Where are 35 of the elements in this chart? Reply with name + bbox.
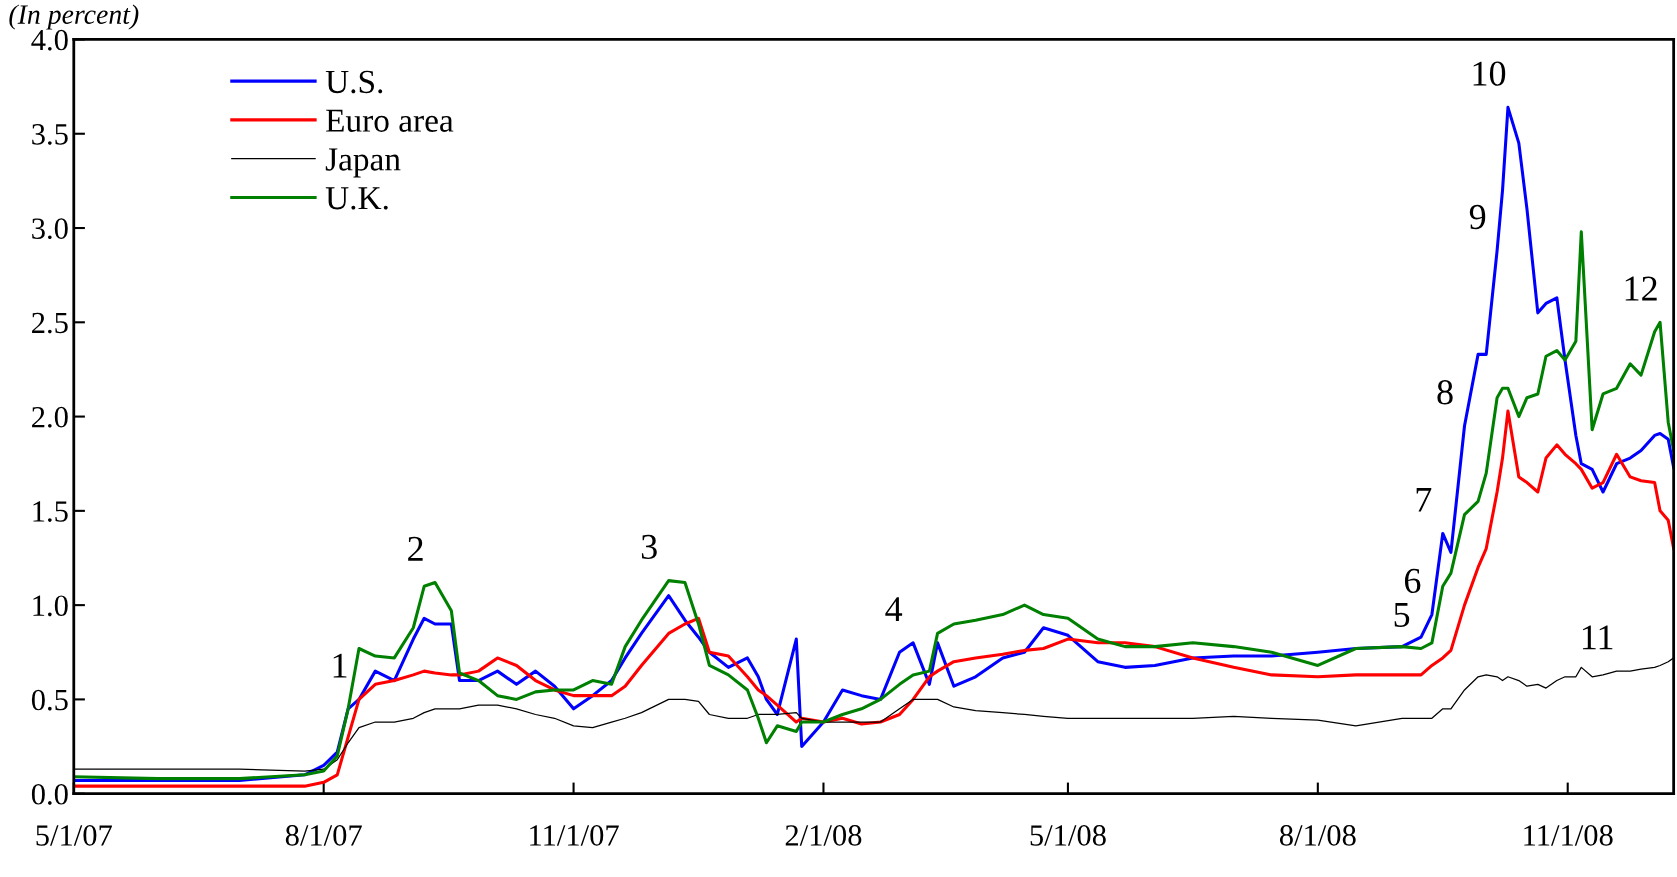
y-tick-label: 3.0 xyxy=(32,218,68,240)
annotation: 2 xyxy=(408,536,423,561)
line-series xyxy=(73,230,1674,781)
x-tick-label: 11/1/08 xyxy=(1524,825,1613,846)
y-tick-label: 1.5 xyxy=(33,501,68,522)
x-tick-label: 8/1/08 xyxy=(1279,825,1356,846)
legend-label: Japan xyxy=(325,148,401,178)
x-tick-label: 11/1/07 xyxy=(530,825,619,846)
y-tick-label: 2.0 xyxy=(32,406,68,428)
x-tick-label: 2/1/08 xyxy=(785,825,862,846)
annotation: 7 xyxy=(1416,487,1432,512)
annotation: 6 xyxy=(1404,568,1421,594)
annotation: 4 xyxy=(885,597,903,621)
annotation: 8 xyxy=(1437,380,1453,405)
y-tick-label: 2.5 xyxy=(32,312,68,334)
legend-label: Euro area xyxy=(326,109,454,132)
annotation: 10 xyxy=(1473,61,1506,86)
line-series xyxy=(73,409,1674,788)
annotation: 5 xyxy=(1394,602,1410,627)
y-tick-label: 0.0 xyxy=(31,783,68,805)
annotation: 11 xyxy=(1582,625,1613,650)
x-tick-label: 8/1/07 xyxy=(285,825,362,846)
legend-label: U.S. xyxy=(325,70,383,94)
y-axis-title: (In percent) xyxy=(9,4,139,30)
legend-label: U.K. xyxy=(325,187,388,210)
x-tick-label: 5/1/07 xyxy=(36,825,112,846)
y-tick-label: 0.5 xyxy=(31,689,68,711)
y-tick-label: 1.0 xyxy=(33,595,68,617)
y-tick-label: 4.0 xyxy=(31,29,68,51)
y-tick-label: 3.5 xyxy=(32,124,68,145)
annotation: 1 xyxy=(333,653,347,678)
annotation: 12 xyxy=(1625,276,1657,301)
annotation: 3 xyxy=(641,534,657,560)
x-tick-label: 5/1/08 xyxy=(1030,825,1106,846)
annotation: 9 xyxy=(1469,204,1486,230)
